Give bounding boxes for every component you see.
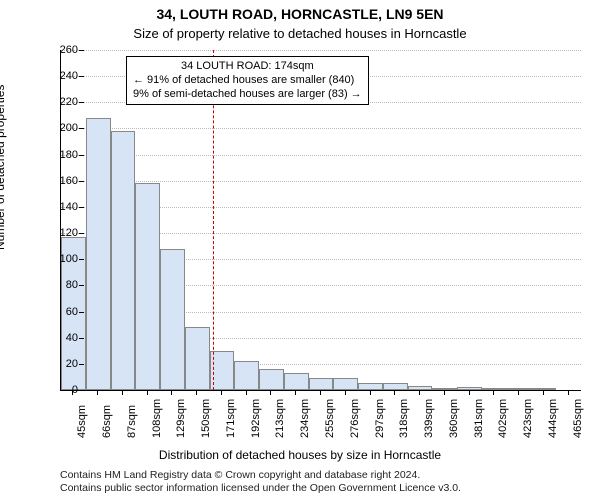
histogram-bar bbox=[531, 388, 556, 390]
x-tick-label: 339sqm bbox=[423, 399, 435, 438]
x-tick-mark bbox=[270, 390, 271, 395]
x-tick-mark bbox=[147, 390, 148, 395]
x-tick-mark bbox=[444, 390, 445, 395]
x-tick-mark bbox=[72, 390, 73, 395]
x-tick-label: 234sqm bbox=[299, 399, 311, 438]
gridline bbox=[61, 50, 581, 51]
x-tick-label: 360sqm bbox=[448, 399, 460, 438]
gridline bbox=[61, 155, 581, 156]
x-tick-label: 87sqm bbox=[126, 405, 138, 438]
x-tick-label: 465sqm bbox=[572, 399, 584, 438]
x-tick-mark bbox=[543, 390, 544, 395]
footer-line1: Contains HM Land Registry data © Crown c… bbox=[60, 469, 461, 483]
y-tick-label: 140 bbox=[38, 201, 78, 213]
x-tick-label: 66sqm bbox=[101, 405, 113, 438]
x-tick-mark bbox=[97, 390, 98, 395]
annotation-box: 34 LOUTH ROAD: 174sqm← 91% of detached h… bbox=[126, 56, 369, 105]
histogram-bar bbox=[86, 118, 111, 390]
x-tick-mark bbox=[196, 390, 197, 395]
histogram-bar bbox=[432, 388, 457, 390]
histogram-bar bbox=[358, 383, 383, 390]
x-tick-label: 276sqm bbox=[349, 399, 361, 438]
x-tick-label: 45sqm bbox=[76, 405, 88, 438]
x-tick-label: 402sqm bbox=[497, 399, 509, 438]
x-tick-mark bbox=[469, 390, 470, 395]
x-tick-label: 318sqm bbox=[398, 399, 410, 438]
y-tick-label: 180 bbox=[38, 149, 78, 161]
footer-line2: Contains public sector information licen… bbox=[60, 482, 461, 496]
annotation-line3: 9% of semi-detached houses are larger (8… bbox=[133, 88, 362, 102]
x-tick-mark bbox=[493, 390, 494, 395]
x-tick-mark bbox=[568, 390, 569, 395]
x-tick-label: 192sqm bbox=[250, 399, 262, 438]
y-tick-label: 240 bbox=[38, 70, 78, 82]
histogram-bar bbox=[333, 378, 358, 390]
y-tick-label: 100 bbox=[38, 253, 78, 265]
x-tick-mark bbox=[419, 390, 420, 395]
x-axis-label: Distribution of detached houses by size … bbox=[0, 448, 600, 462]
x-tick-mark bbox=[295, 390, 296, 395]
y-tick-label: 120 bbox=[38, 227, 78, 239]
y-tick-label: 20 bbox=[38, 358, 78, 370]
y-axis-label: Number of detached properties bbox=[0, 85, 7, 250]
histogram-bar bbox=[309, 378, 334, 390]
histogram-bar bbox=[135, 183, 160, 390]
page-title: 34, LOUTH ROAD, HORNCASTLE, LN9 5EN bbox=[0, 6, 600, 22]
x-tick-label: 381sqm bbox=[473, 399, 485, 438]
y-tick-label: 60 bbox=[38, 306, 78, 318]
histogram-bar bbox=[284, 373, 309, 390]
histogram-plot: 34 LOUTH ROAD: 174sqm← 91% of detached h… bbox=[60, 50, 581, 391]
x-tick-mark bbox=[370, 390, 371, 395]
x-tick-label: 297sqm bbox=[374, 399, 386, 438]
x-tick-label: 444sqm bbox=[547, 399, 559, 438]
y-tick-label: 40 bbox=[38, 332, 78, 344]
histogram-bar bbox=[111, 131, 136, 390]
gridline bbox=[61, 128, 581, 129]
x-tick-label: 150sqm bbox=[200, 399, 212, 438]
histogram-bar bbox=[457, 387, 482, 390]
x-tick-label: 213sqm bbox=[274, 399, 286, 438]
x-tick-mark bbox=[394, 390, 395, 395]
x-tick-mark bbox=[246, 390, 247, 395]
x-tick-mark bbox=[122, 390, 123, 395]
x-tick-label: 171sqm bbox=[225, 399, 237, 438]
histogram-bar bbox=[259, 369, 284, 390]
x-tick-label: 255sqm bbox=[324, 399, 336, 438]
x-tick-mark bbox=[171, 390, 172, 395]
x-tick-label: 423sqm bbox=[522, 399, 534, 438]
y-tick-label: 200 bbox=[38, 122, 78, 134]
annotation-line2: ← 91% of detached houses are smaller (84… bbox=[133, 74, 362, 88]
annotation-line1: 34 LOUTH ROAD: 174sqm bbox=[133, 60, 362, 74]
histogram-bar bbox=[185, 327, 210, 390]
x-tick-mark bbox=[320, 390, 321, 395]
page-subtitle: Size of property relative to detached ho… bbox=[0, 26, 600, 41]
y-tick-label: 160 bbox=[38, 175, 78, 187]
x-tick-mark bbox=[345, 390, 346, 395]
footer-attribution: Contains HM Land Registry data © Crown c… bbox=[60, 469, 461, 496]
y-tick-label: 220 bbox=[38, 96, 78, 108]
y-tick-label: 260 bbox=[38, 44, 78, 56]
x-tick-label: 108sqm bbox=[151, 399, 163, 438]
histogram-bar bbox=[160, 249, 185, 390]
gridline bbox=[61, 181, 581, 182]
histogram-bar bbox=[234, 361, 259, 390]
x-tick-mark bbox=[221, 390, 222, 395]
x-tick-label: 129sqm bbox=[175, 399, 187, 438]
x-tick-mark bbox=[518, 390, 519, 395]
y-tick-label: 80 bbox=[38, 279, 78, 291]
